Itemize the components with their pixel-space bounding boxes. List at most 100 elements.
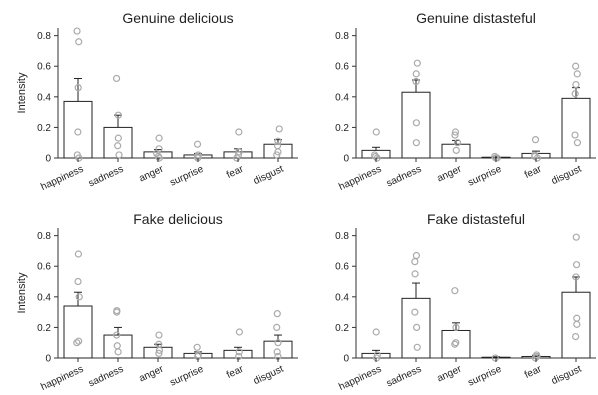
data-point bbox=[235, 348, 243, 356]
data-point bbox=[533, 352, 541, 361]
data-point bbox=[573, 320, 581, 328]
data-point bbox=[114, 142, 122, 150]
data-point bbox=[451, 287, 459, 295]
y-tick-label: 0.8 bbox=[335, 231, 349, 242]
x-tick-label-fear: fear bbox=[523, 163, 544, 181]
data-point bbox=[452, 323, 460, 332]
data-point bbox=[572, 80, 580, 89]
y-tick-label: 0.2 bbox=[37, 123, 51, 134]
y-tick-label: 0.8 bbox=[37, 231, 51, 242]
x-tick-label-happiness: happiness bbox=[337, 364, 383, 393]
data-point bbox=[413, 59, 421, 67]
data-point bbox=[113, 331, 121, 339]
data-point bbox=[114, 111, 122, 119]
data-point bbox=[233, 154, 241, 162]
data-point bbox=[273, 310, 281, 318]
data-point bbox=[372, 128, 380, 136]
x-tick-label-disgust: disgust bbox=[550, 164, 584, 187]
x-tick-label-disgust: disgust bbox=[550, 364, 584, 387]
data-point bbox=[373, 154, 381, 162]
bar-disgust bbox=[263, 143, 293, 159]
x-tick-label-surprise: surprise bbox=[466, 164, 503, 189]
data-point bbox=[411, 258, 419, 266]
data-point bbox=[412, 70, 420, 78]
data-point bbox=[572, 261, 581, 269]
data-point bbox=[493, 154, 501, 162]
y-tick-label: 0.2 bbox=[335, 123, 349, 134]
bar-anger bbox=[441, 143, 471, 159]
data-point bbox=[74, 84, 82, 92]
data-point bbox=[112, 74, 121, 83]
data-point bbox=[413, 343, 421, 351]
data-point bbox=[373, 351, 381, 359]
data-point bbox=[114, 348, 122, 356]
data-point bbox=[75, 154, 83, 162]
bar-surprise bbox=[481, 356, 511, 359]
data-point bbox=[273, 323, 281, 332]
data-point bbox=[573, 70, 581, 78]
x-tick-label-anger: anger bbox=[435, 363, 463, 384]
x-tick-label-happiness: happiness bbox=[39, 164, 85, 193]
bar-happiness bbox=[63, 305, 93, 359]
data-point bbox=[73, 27, 81, 35]
y-tick-label: 0.6 bbox=[37, 262, 51, 273]
data-point bbox=[571, 90, 579, 98]
data-point bbox=[573, 139, 582, 147]
data-point bbox=[275, 125, 283, 133]
bar-sadness bbox=[401, 91, 431, 159]
data-point bbox=[274, 339, 282, 347]
y-tick-label: 0.6 bbox=[37, 62, 51, 73]
y-tick-label: 0.2 bbox=[335, 323, 349, 334]
x-tick-label-surprise: surprise bbox=[466, 364, 503, 389]
x-tick-label-happiness: happiness bbox=[337, 164, 383, 193]
data-point bbox=[235, 328, 243, 336]
data-point bbox=[155, 349, 163, 358]
data-point bbox=[572, 332, 580, 341]
bar-sadness bbox=[401, 297, 431, 359]
data-point bbox=[452, 146, 460, 154]
x-tick-label-disgust: disgust bbox=[252, 364, 286, 387]
data-point bbox=[451, 128, 460, 136]
y-tick-label: 0.6 bbox=[335, 262, 349, 273]
y-tick-label: 0.4 bbox=[335, 292, 349, 303]
data-point bbox=[273, 151, 281, 159]
data-point bbox=[411, 308, 419, 316]
data-point bbox=[491, 354, 499, 362]
data-point bbox=[114, 134, 122, 142]
data-point bbox=[451, 131, 459, 139]
data-point bbox=[572, 62, 580, 70]
chart-title: Fake distasteful bbox=[427, 211, 525, 227]
data-point bbox=[572, 273, 580, 281]
data-point bbox=[571, 131, 579, 139]
x-tick-label-sadness: sadness bbox=[385, 364, 423, 390]
bar-happiness bbox=[361, 149, 391, 159]
data-point bbox=[412, 77, 420, 86]
x-tick-label-anger: anger bbox=[137, 363, 165, 384]
y-tick-label: 0.8 bbox=[37, 31, 51, 42]
x-tick-label-fear: fear bbox=[225, 163, 246, 181]
data-point bbox=[453, 139, 462, 147]
data-point bbox=[572, 233, 580, 241]
x-tick-label-disgust: disgust bbox=[252, 164, 286, 187]
y-tick-label: 0 bbox=[343, 354, 349, 365]
y-tick-label: 0.4 bbox=[37, 292, 51, 303]
x-tick-label-sadness: sadness bbox=[385, 164, 423, 190]
x-tick-label-surprise: surprise bbox=[168, 364, 205, 389]
data-point bbox=[115, 151, 123, 159]
bar-disgust bbox=[561, 291, 591, 359]
bar-surprise bbox=[183, 352, 213, 359]
data-point bbox=[372, 328, 380, 336]
y-tick-label: 0.4 bbox=[335, 92, 349, 103]
bar-disgust bbox=[561, 97, 591, 159]
x-tick-label-sadness: sadness bbox=[87, 364, 125, 390]
chart-title: Fake delicious bbox=[133, 211, 223, 227]
data-point bbox=[413, 323, 421, 332]
bar-happiness bbox=[63, 100, 93, 159]
data-point bbox=[235, 352, 243, 361]
data-point bbox=[193, 343, 201, 351]
data-point bbox=[273, 348, 281, 356]
x-tick-label-sadness: sadness bbox=[87, 164, 125, 190]
data-point bbox=[235, 128, 243, 136]
y-tick-label: 0.8 bbox=[335, 31, 349, 42]
